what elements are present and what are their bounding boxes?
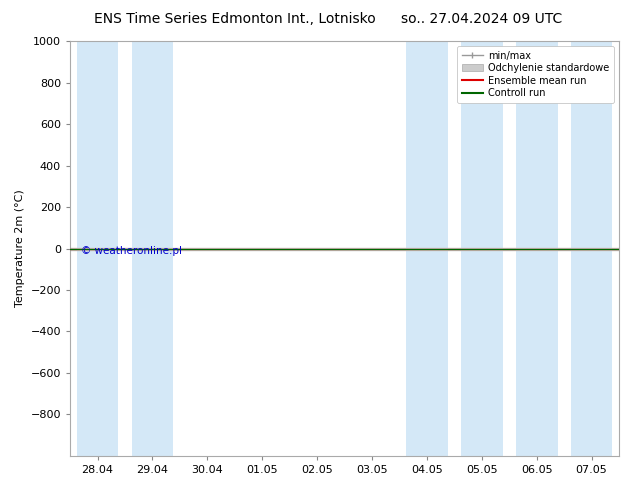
Text: ENS Time Series Edmonton Int., Lotnisko: ENS Time Series Edmonton Int., Lotnisko [94, 12, 375, 26]
Bar [461, 41, 503, 456]
Bar [77, 41, 119, 456]
Text: © weatheronline.pl: © weatheronline.pl [81, 246, 182, 256]
Bar [406, 41, 448, 456]
Text: so.. 27.04.2024 09 UTC: so.. 27.04.2024 09 UTC [401, 12, 562, 26]
Bar [516, 41, 557, 456]
Legend: min/max, Odchylenie standardowe, Ensemble mean run, Controll run: min/max, Odchylenie standardowe, Ensembl… [457, 46, 614, 103]
Bar [571, 41, 612, 456]
Bar [132, 41, 173, 456]
Y-axis label: Temperature 2m (°C): Temperature 2m (°C) [15, 190, 25, 307]
